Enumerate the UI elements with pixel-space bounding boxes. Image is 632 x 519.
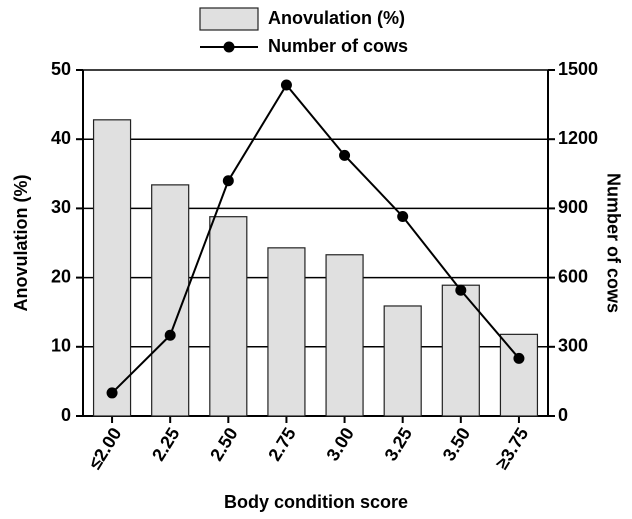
x-tick-label: 3.00 xyxy=(322,424,358,464)
bar xyxy=(499,333,539,417)
y2-tick-label: 300 xyxy=(558,336,588,356)
marker xyxy=(339,149,351,161)
marker xyxy=(513,352,525,364)
bar xyxy=(267,247,306,417)
y-tick-label: 40 xyxy=(51,128,71,148)
x-tick-label: 3.50 xyxy=(439,424,475,464)
y-tick-label: 30 xyxy=(51,197,71,217)
x-tick-label: ≥3.75 xyxy=(492,424,533,473)
marker xyxy=(455,284,467,296)
bar xyxy=(441,284,480,417)
marker xyxy=(222,175,234,187)
bar xyxy=(209,216,248,417)
y-tick-label: 50 xyxy=(51,59,71,79)
x-axis-title: Body condition score xyxy=(224,492,408,512)
x-tick-label: 2.25 xyxy=(148,424,184,464)
marker xyxy=(106,387,118,399)
legend-marker xyxy=(223,41,235,53)
y2-tick-label: 600 xyxy=(558,266,588,286)
bar xyxy=(383,305,422,417)
marker xyxy=(397,210,409,222)
legend-label: Anovulation (%) xyxy=(268,8,405,28)
marker xyxy=(164,329,176,341)
y-tick-label: 10 xyxy=(51,336,71,356)
legend-swatch xyxy=(199,7,259,31)
legend-label: Number of cows xyxy=(268,36,408,56)
x-tick-label: ≤2.00 xyxy=(85,424,126,473)
bar xyxy=(325,254,364,417)
y2-tick-label: 900 xyxy=(558,197,588,217)
y2-axis-title: Number of cows xyxy=(603,173,623,313)
x-tick-label: 2.75 xyxy=(264,424,300,464)
line xyxy=(111,83,520,394)
x-tick-label: 2.50 xyxy=(206,424,242,464)
x-tick-label: 3.25 xyxy=(381,424,417,464)
y-tick-label: 20 xyxy=(51,266,71,286)
marker xyxy=(280,79,292,91)
y-axis-title: Anovulation (%) xyxy=(11,175,31,312)
y2-tick-label: 1500 xyxy=(558,59,598,79)
y2-tick-label: 1200 xyxy=(558,128,598,148)
y-tick-label: 0 xyxy=(61,405,71,425)
bar xyxy=(92,119,132,417)
y2-tick-label: 0 xyxy=(558,405,568,425)
